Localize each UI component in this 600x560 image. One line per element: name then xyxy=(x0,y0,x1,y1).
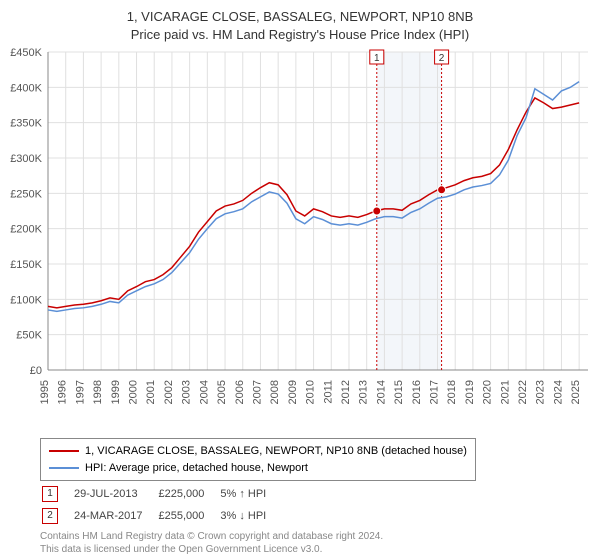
y-tick-label: £300K xyxy=(10,153,42,165)
legend-label: HPI: Average price, detached house, Newp… xyxy=(85,460,308,477)
x-tick-label: 1997 xyxy=(74,380,86,404)
footer-line-1: Contains HM Land Registry data © Crown c… xyxy=(40,530,383,543)
y-tick-label: £200K xyxy=(10,224,42,236)
sales-table: 1 29-JUL-2013£225,0005% ↑ HPI 2 24-MAR-2017… xyxy=(40,482,282,528)
x-tick-label: 2016 xyxy=(411,380,423,404)
y-tick-label: £0 xyxy=(30,365,42,377)
x-tick-label: 1996 xyxy=(57,380,69,404)
x-tick-label: 2001 xyxy=(145,380,157,404)
x-tick-label: 2018 xyxy=(446,380,458,404)
x-tick-label: 2024 xyxy=(552,380,564,404)
x-tick-label: 2002 xyxy=(163,380,175,404)
x-tick-label: 1999 xyxy=(110,380,122,404)
chart-title: 1, VICARAGE CLOSE, BASSALEG, NEWPORT, NP… xyxy=(0,0,600,44)
x-tick-label: 2003 xyxy=(181,380,193,404)
x-tick-label: 2017 xyxy=(429,380,441,404)
sale-marker-number: 1 xyxy=(374,53,380,64)
y-tick-label: £50K xyxy=(16,330,42,342)
sale-marker-dot xyxy=(438,186,446,194)
y-tick-label: £350K xyxy=(10,118,42,130)
sale-price: £225,000 xyxy=(158,484,218,504)
x-tick-label: 2022 xyxy=(517,380,529,404)
table-row: 1 29-JUL-2013£225,0005% ↑ HPI xyxy=(42,484,280,504)
x-tick-label: 2025 xyxy=(570,380,582,404)
x-tick-label: 2010 xyxy=(305,380,317,404)
x-tick-label: 2011 xyxy=(322,380,334,404)
legend: 1, VICARAGE CLOSE, BASSALEG, NEWPORT, NP… xyxy=(40,438,476,481)
x-tick-label: 2020 xyxy=(482,380,494,404)
sale-marker-dot xyxy=(373,207,381,215)
x-tick-label: 2019 xyxy=(464,380,476,404)
x-tick-label: 2023 xyxy=(535,380,547,404)
sale-delta: 5% ↑ HPI xyxy=(220,484,280,504)
y-tick-label: £250K xyxy=(10,188,42,200)
x-tick-label: 2009 xyxy=(287,380,299,404)
legend-swatch xyxy=(49,450,79,452)
x-tick-label: 1998 xyxy=(92,380,104,404)
highlight-band xyxy=(377,52,442,370)
footer-attribution: Contains HM Land Registry data © Crown c… xyxy=(40,530,383,556)
sale-price: £255,000 xyxy=(158,506,218,526)
x-tick-label: 2008 xyxy=(269,380,281,404)
sale-date: 29-JUL-2013 xyxy=(74,484,156,504)
y-tick-label: £150K xyxy=(10,259,42,271)
price-chart: £0 £50K £100K £150K £200K £250K £300K £350K £400… xyxy=(0,46,600,426)
x-tick-label: 2000 xyxy=(128,380,140,404)
legend-label: 1, VICARAGE CLOSE, BASSALEG, NEWPORT, NP… xyxy=(85,443,467,460)
x-tick-label: 2015 xyxy=(393,380,405,404)
title-line-2: Price paid vs. HM Land Registry's House … xyxy=(0,26,600,44)
y-tick-label: £400K xyxy=(10,82,42,94)
sale-marker-number: 2 xyxy=(439,53,445,64)
legend-swatch xyxy=(49,467,79,469)
x-tick-label: 2005 xyxy=(216,380,228,404)
sale-delta: 3% ↓ HPI xyxy=(220,506,280,526)
x-tick-label: 2006 xyxy=(234,380,246,404)
y-tick-label: £100K xyxy=(10,294,42,306)
x-tick-label: 2013 xyxy=(358,380,370,404)
sale-number-box: 2 xyxy=(42,508,58,524)
x-tick-label: 2014 xyxy=(375,380,387,404)
legend-item: HPI: Average price, detached house, Newp… xyxy=(49,460,467,477)
x-tick-label: 2004 xyxy=(198,380,210,404)
sale-number-box: 1 xyxy=(42,486,58,502)
sale-date: 24-MAR-2017 xyxy=(74,506,156,526)
x-tick-label: 2021 xyxy=(499,380,511,404)
table-row: 2 24-MAR-2017£255,0003% ↓ HPI xyxy=(42,506,280,526)
legend-item: 1, VICARAGE CLOSE, BASSALEG, NEWPORT, NP… xyxy=(49,443,467,460)
footer-line-2: This data is licensed under the Open Gov… xyxy=(40,543,383,556)
title-line-1: 1, VICARAGE CLOSE, BASSALEG, NEWPORT, NP… xyxy=(0,8,600,26)
x-tick-label: 2007 xyxy=(251,380,263,404)
x-tick-label: 2012 xyxy=(340,380,352,404)
y-tick-label: £450K xyxy=(10,47,42,59)
x-tick-label: 1995 xyxy=(39,380,51,404)
